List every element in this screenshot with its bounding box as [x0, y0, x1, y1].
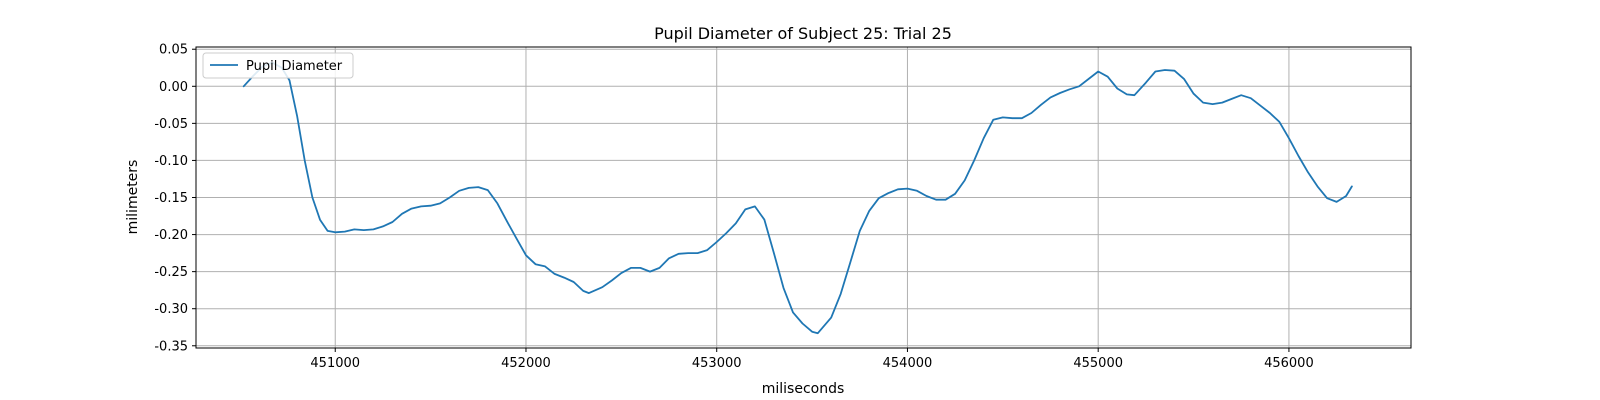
grid-lines	[196, 47, 1411, 348]
axis-ticks: 451000 452000 453000 454000 455000 456000 0.05…	[154, 43, 1313, 371]
y-axis-title: milimeters	[125, 160, 141, 235]
y-tick-label: -0.10	[154, 154, 188, 169]
y-tick-label: 0.05	[159, 43, 188, 58]
series-lines	[242, 61, 1353, 335]
y-tick-label: 0.00	[159, 80, 188, 95]
y-tick-label: -0.35	[154, 339, 188, 354]
y-tick-label: -0.25	[154, 265, 188, 280]
series-line-pupil-diameter	[242, 61, 1353, 335]
y-tick-label: -0.15	[154, 191, 188, 206]
x-tick-label: 452000	[501, 356, 551, 371]
x-tick-label: 451000	[310, 356, 360, 371]
y-tick-label: -0.30	[154, 302, 188, 317]
legend-box	[202, 52, 354, 79]
x-tick-label: 454000	[883, 356, 933, 371]
legend: Pupil Diameter	[202, 52, 354, 79]
legend-label-pupil-diameter: Pupil Diameter	[246, 59, 343, 74]
x-tick-label: 453000	[692, 356, 742, 371]
y-tick-label: -0.05	[154, 117, 188, 132]
x-tick-label: 455000	[1073, 356, 1123, 371]
chart-title: Pupil Diameter of Subject 25: Trial 25	[654, 24, 952, 43]
x-tick-label: 456000	[1264, 356, 1314, 371]
x-axis-title: miliseconds	[762, 381, 845, 397]
y-tick-label: -0.20	[154, 228, 188, 243]
